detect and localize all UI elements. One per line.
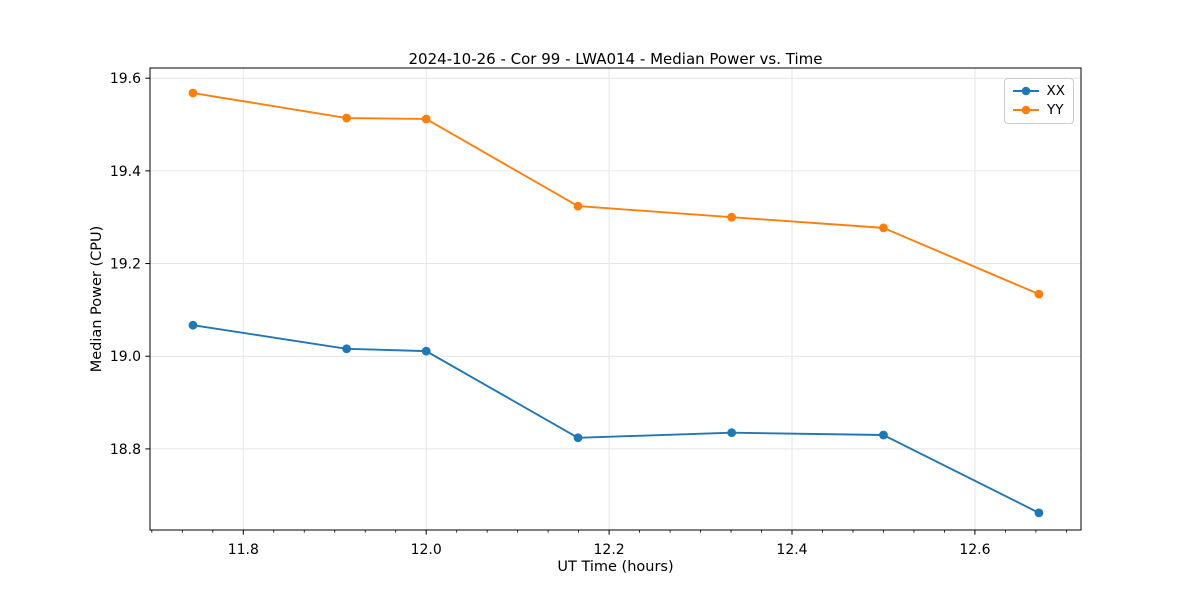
chart-title: 2024-10-26 - Cor 99 - LWA014 - Median Po… xyxy=(408,50,823,68)
y-axis-label: Median Power (CPU) xyxy=(89,225,105,373)
legend-item-xx: XX xyxy=(1012,83,1065,99)
x-tick-label: 12.0 xyxy=(411,542,442,558)
data-point-yy xyxy=(727,212,737,222)
x-tick-label: 11.8 xyxy=(228,542,259,558)
data-point-yy xyxy=(421,114,431,124)
y-tick-label: 19.2 xyxy=(110,257,141,273)
legend-item-yy: YY xyxy=(1012,102,1065,118)
data-point-yy xyxy=(879,223,888,233)
line-marker-swatch-xx xyxy=(1013,86,1039,96)
plot-frame xyxy=(149,67,1082,531)
data-point-yy xyxy=(188,88,198,98)
x-tick-label: 12.6 xyxy=(959,542,990,558)
data-point-yy xyxy=(1034,289,1044,299)
y-tick-label: 18.8 xyxy=(110,442,141,458)
x-tick-label: 12.2 xyxy=(594,542,625,558)
data-point-xx xyxy=(573,433,583,443)
data-point-yy xyxy=(342,113,352,123)
y-tick-label: 19.6 xyxy=(110,71,141,87)
series-line-xx xyxy=(192,324,1040,514)
x-axis-label: UT Time (hours) xyxy=(557,559,674,575)
data-point-xx xyxy=(727,428,737,438)
data-point-xx xyxy=(879,430,888,440)
data-point-yy xyxy=(573,201,583,211)
line-marker-swatch-yy xyxy=(1013,105,1039,115)
legend: XX YY xyxy=(1004,78,1074,124)
y-tick-label: 19.4 xyxy=(110,164,141,180)
data-point-xx xyxy=(421,346,431,356)
data-point-xx xyxy=(1034,508,1044,518)
data-point-xx xyxy=(342,344,352,354)
y-tick-label: 19.0 xyxy=(110,349,141,365)
legend-label-xx: XX xyxy=(1046,83,1066,99)
data-point-xx xyxy=(188,320,198,330)
legend-label-yy: YY xyxy=(1047,102,1064,118)
x-tick-label: 12.4 xyxy=(776,542,807,558)
